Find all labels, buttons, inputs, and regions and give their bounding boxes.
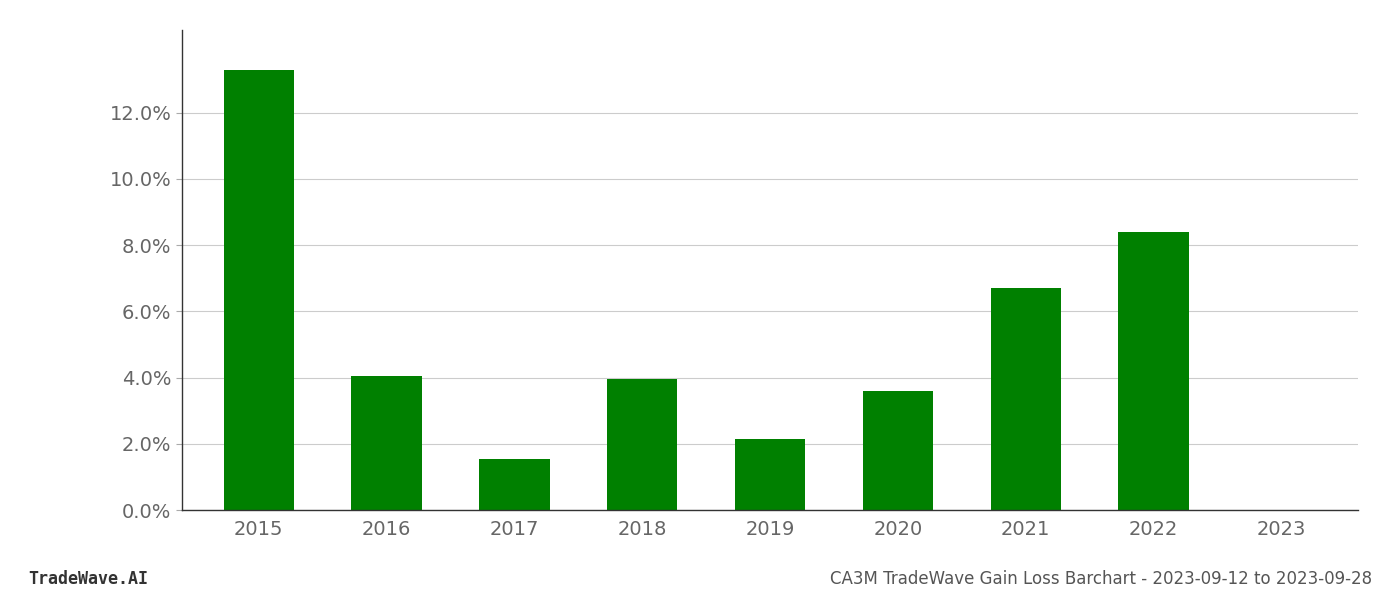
Text: CA3M TradeWave Gain Loss Barchart - 2023-09-12 to 2023-09-28: CA3M TradeWave Gain Loss Barchart - 2023… — [830, 570, 1372, 588]
Bar — [1119, 232, 1189, 510]
Bar — [351, 376, 421, 510]
Bar — [735, 439, 805, 510]
Bar — [479, 458, 550, 510]
Bar — [224, 70, 294, 510]
Bar — [862, 391, 932, 510]
Bar — [991, 288, 1061, 510]
Bar — [608, 379, 678, 510]
Text: TradeWave.AI: TradeWave.AI — [28, 570, 148, 588]
